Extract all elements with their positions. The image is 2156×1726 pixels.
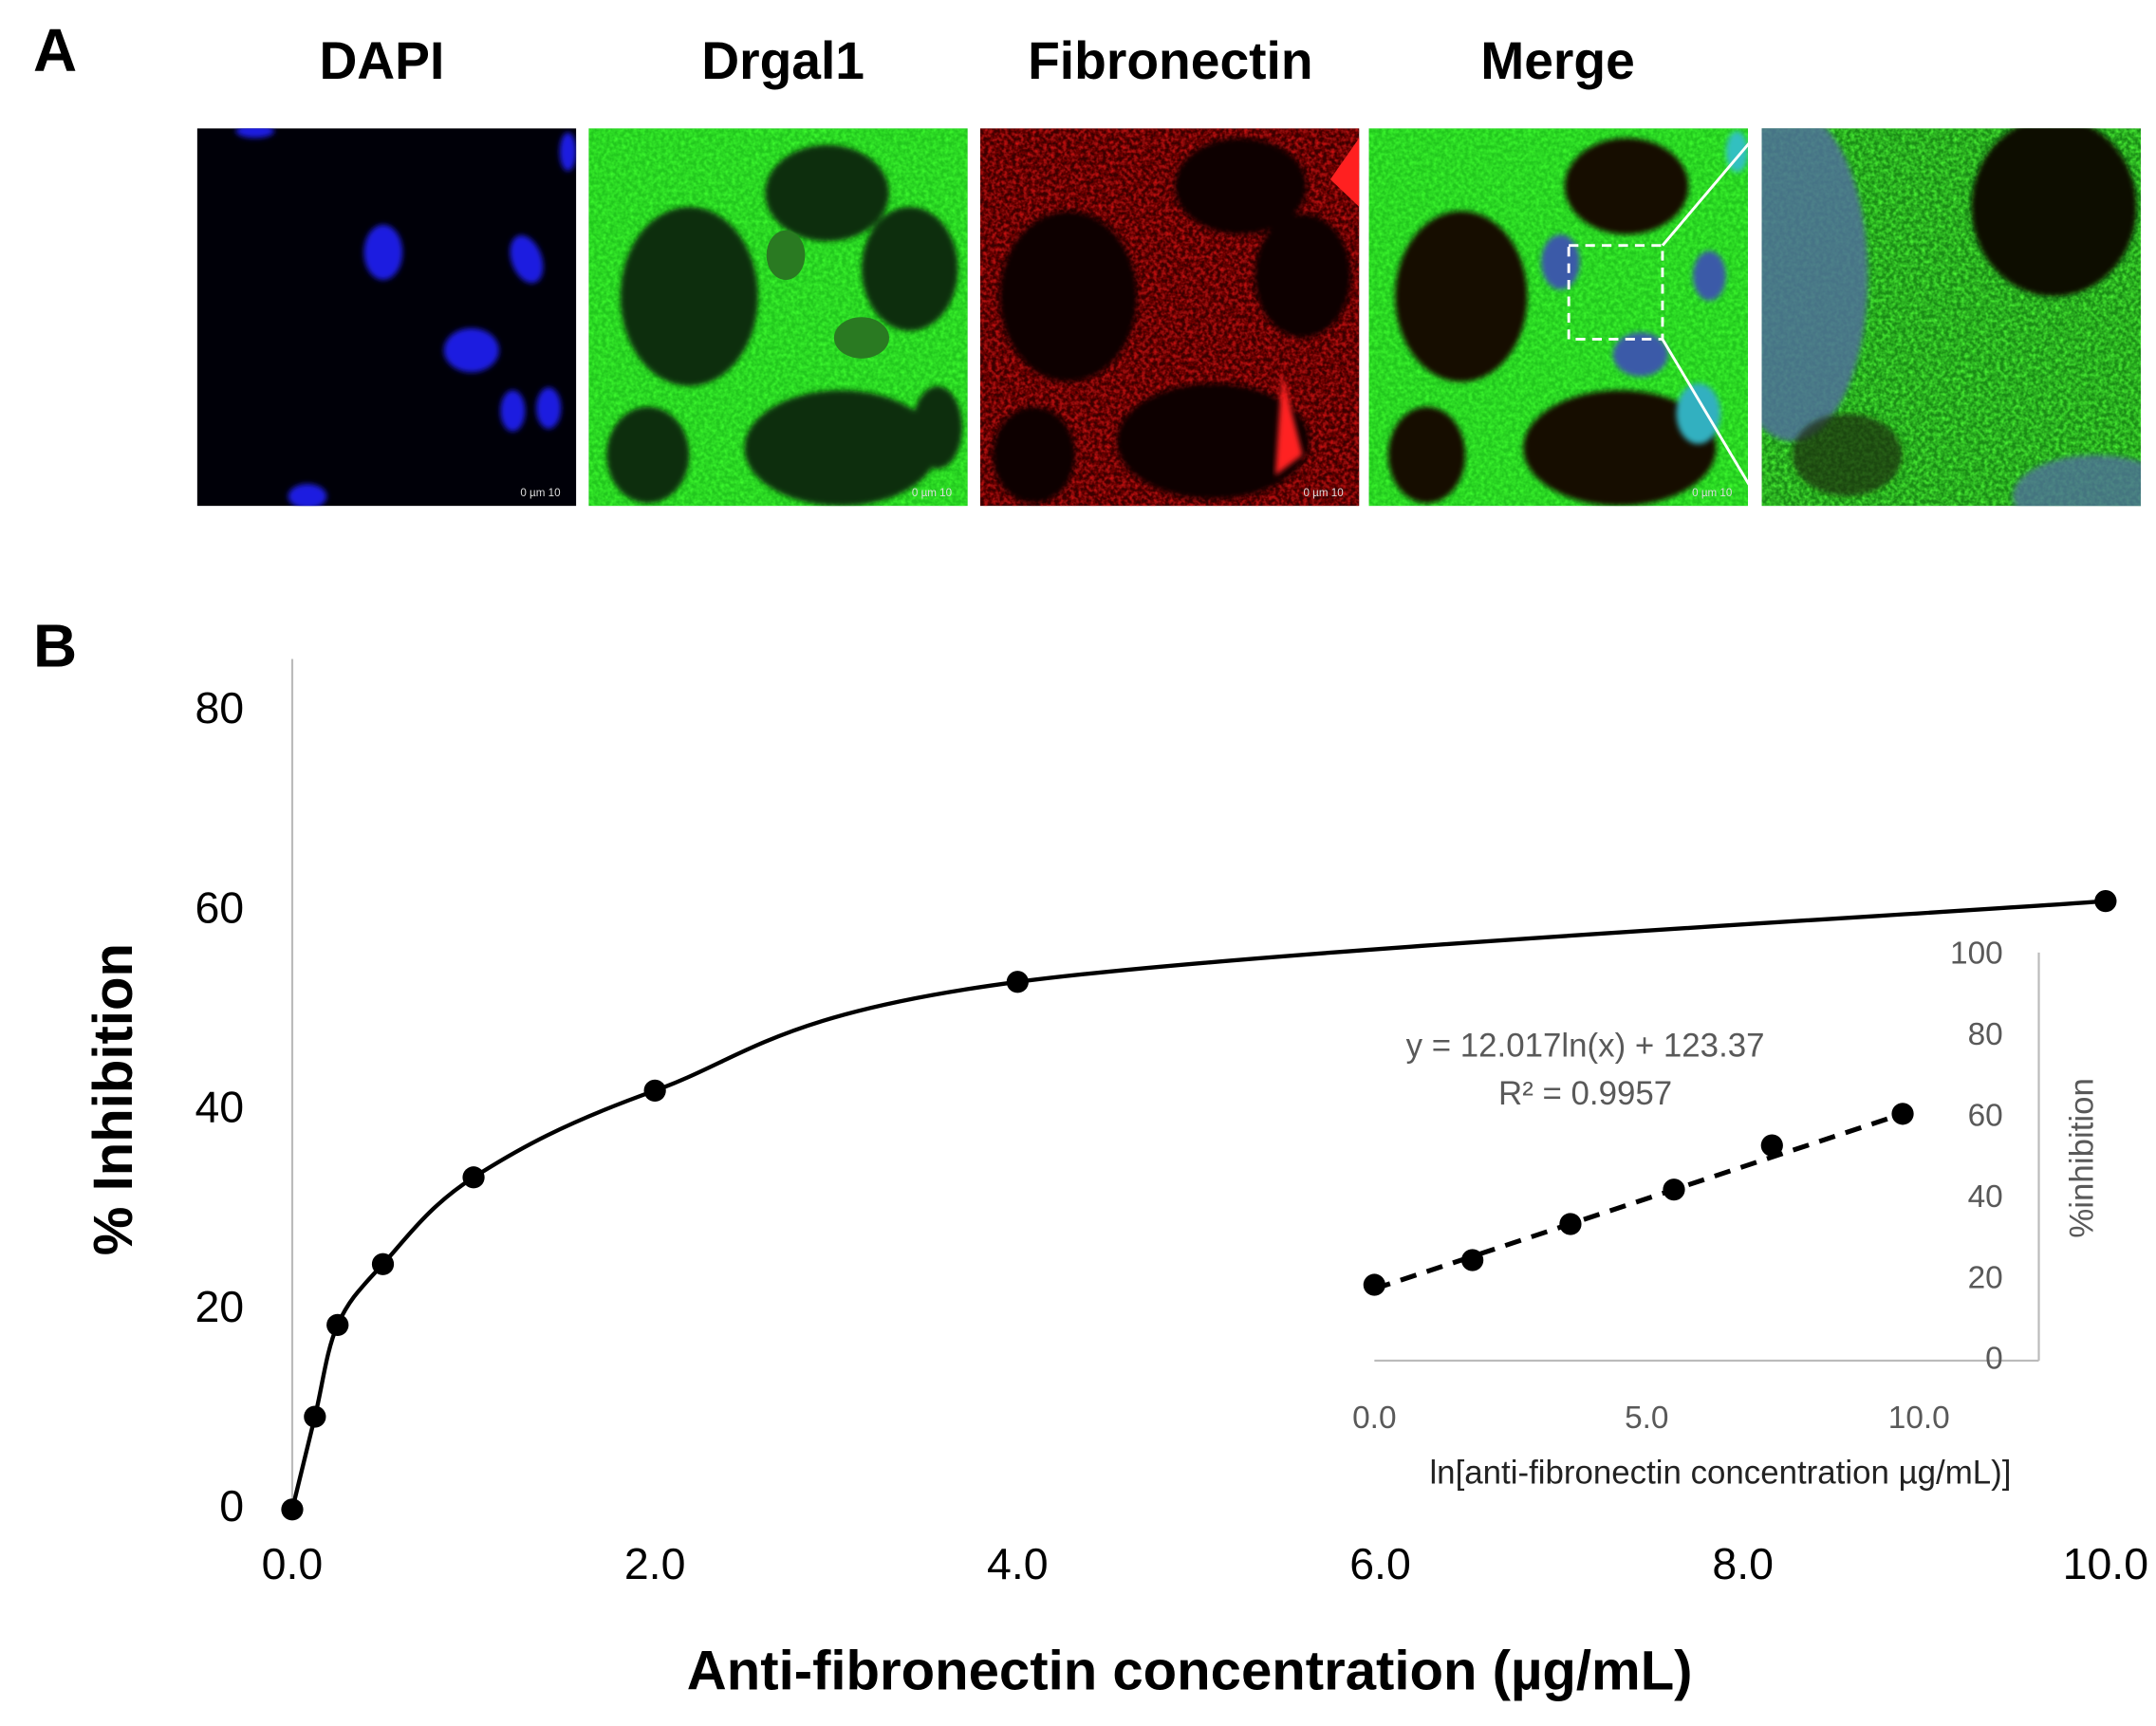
y-tick-label: 40: [195, 1083, 244, 1132]
annotation: R² = 0.9957: [1498, 1075, 1672, 1112]
data-point: [371, 1253, 395, 1275]
x-tick-label: 4.0: [987, 1539, 1049, 1588]
data-point: [1006, 971, 1029, 993]
x-axis-label: Anti-fibronectin concentration (µg/mL): [687, 1640, 1693, 1701]
zoom-line: [1661, 127, 1763, 247]
y-tick-label: 20: [1968, 1260, 2003, 1295]
x-axis-label: ln[anti-fibronectin concentration µg/mL)…: [1429, 1455, 2011, 1492]
x-tick-label: 0.0: [262, 1539, 324, 1588]
scale-bar-label: 0 µm 10: [1303, 487, 1343, 499]
data-point: [304, 1405, 326, 1428]
y-tick-label: 80: [1968, 1017, 2003, 1052]
trendline: [1373, 1111, 1904, 1291]
micrograph-merge: [1368, 128, 1749, 507]
x-tick-label: 0.0: [1352, 1401, 1396, 1436]
data-point: [1461, 1249, 1484, 1271]
y-tick-label: 0: [219, 1481, 244, 1531]
data-point: [1760, 1134, 1783, 1157]
y-axis-label: %inhibition: [2064, 1078, 2101, 1238]
panel-label: B: [33, 612, 77, 680]
x-tick-label: 2.0: [624, 1539, 686, 1588]
y-tick-label: 20: [195, 1282, 244, 1331]
annotation: y = 12.017ln(x) + 123.37: [1406, 1027, 1765, 1064]
channel-label: DAPI: [319, 31, 444, 90]
data-point: [1363, 1273, 1385, 1296]
y-tick-label: 60: [195, 882, 244, 932]
scale-bar-label: 0 µm 10: [520, 487, 560, 499]
micrograph-drgal1: [588, 128, 968, 507]
y-tick-label: 0: [1985, 1342, 2003, 1377]
y-tick-label: 40: [1968, 1179, 2003, 1215]
data-point: [643, 1079, 666, 1102]
data-point: [462, 1166, 485, 1189]
x-tick-label: 6.0: [1349, 1539, 1411, 1588]
x-tick-label: 10.0: [1888, 1401, 1950, 1436]
channel-label: Fibronectin: [1028, 31, 1312, 90]
data-line: [289, 899, 2107, 1511]
x-tick-label: 8.0: [1712, 1539, 1774, 1588]
micrograph-fibronectin: [979, 128, 1360, 507]
channel-label: Drgal1: [701, 31, 864, 90]
data-point: [281, 1498, 304, 1521]
data-point: [326, 1313, 349, 1336]
micrograph-dapi: [196, 128, 577, 507]
channel-label: Merge: [1480, 31, 1635, 90]
scale-bar-label: 0 µm 10: [1692, 487, 1732, 499]
y-tick-label: 100: [1950, 937, 2003, 972]
x-tick-label: 5.0: [1625, 1401, 1668, 1436]
data-point: [2094, 890, 2117, 913]
y-axis-label: % Inhibition: [83, 943, 144, 1255]
micrograph-zoom: [1761, 128, 2142, 507]
y-tick-label: 60: [1968, 1098, 2003, 1133]
data-point: [1559, 1213, 1582, 1235]
scale-bar-label: 0 µm 10: [912, 487, 952, 499]
y-tick-label: 80: [195, 683, 244, 733]
panel-label: A: [33, 16, 77, 84]
zoom-line: [1661, 338, 1763, 507]
data-point: [1891, 1103, 1914, 1125]
x-tick-label: 10.0: [2063, 1539, 2148, 1588]
data-point: [1663, 1179, 1685, 1201]
